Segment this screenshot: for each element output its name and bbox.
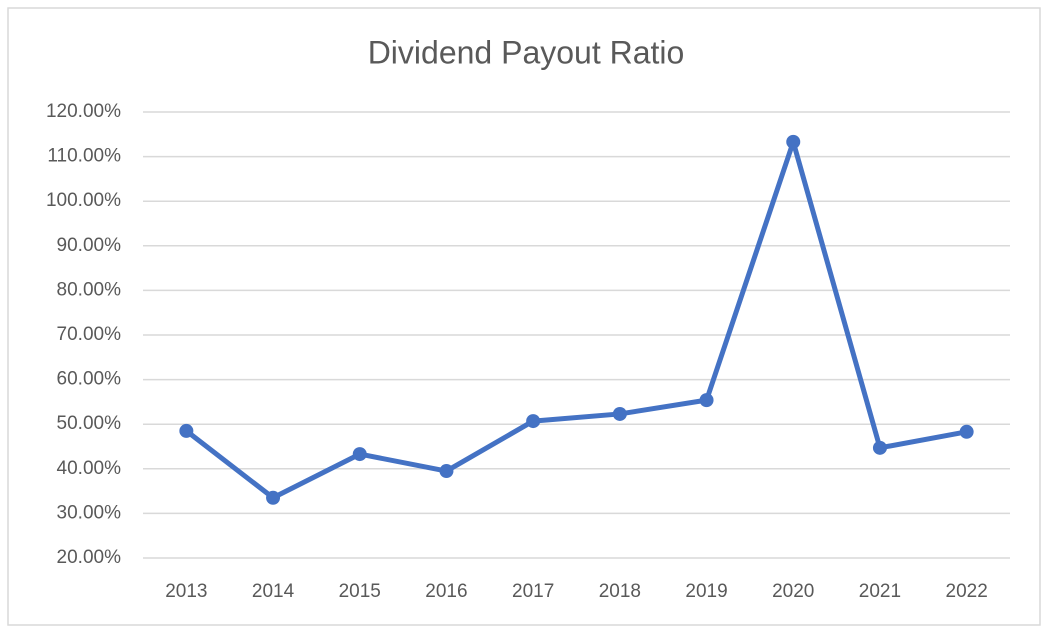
marker: [266, 490, 281, 505]
y-tick-label: 120.00%: [46, 101, 121, 122]
x-tick-label: 2020: [772, 581, 814, 602]
x-tick-label: 2014: [252, 581, 295, 602]
marker: [352, 447, 367, 462]
marker: [526, 414, 541, 429]
x-tick-label: 2013: [165, 581, 207, 602]
x-tick-label: 2022: [946, 581, 988, 602]
marker: [872, 440, 887, 455]
chart-title: Dividend Payout Ratio: [368, 34, 685, 70]
x-tick-label: 2019: [685, 581, 727, 602]
marker: [612, 406, 627, 421]
y-tick-label: 80.00%: [57, 279, 122, 300]
marker: [959, 424, 974, 439]
x-tick-label: 2021: [859, 581, 901, 602]
x-tick-label: 2015: [339, 581, 381, 602]
y-tick-label: 70.00%: [57, 324, 122, 345]
marker: [179, 423, 194, 438]
y-tick-label: 40.00%: [57, 458, 122, 479]
chart-border: [7, 7, 1041, 626]
y-tick-label: 60.00%: [57, 369, 122, 390]
y-tick-label: 50.00%: [57, 413, 122, 434]
marker: [439, 464, 454, 479]
marker: [699, 393, 714, 408]
marker: [786, 134, 801, 149]
x-tick-label: 2016: [425, 581, 467, 602]
y-tick-label: 110.00%: [47, 146, 121, 167]
y-tick-label: 30.00%: [57, 502, 122, 523]
line: [184, 139, 968, 501]
y-tick-label: 20.00%: [57, 547, 122, 568]
y-tick-label: 90.00%: [57, 235, 122, 256]
y-tick-label: 100.00%: [46, 190, 121, 211]
x-tick-label: 2018: [599, 581, 641, 602]
x-tick-label: 2017: [512, 581, 554, 602]
